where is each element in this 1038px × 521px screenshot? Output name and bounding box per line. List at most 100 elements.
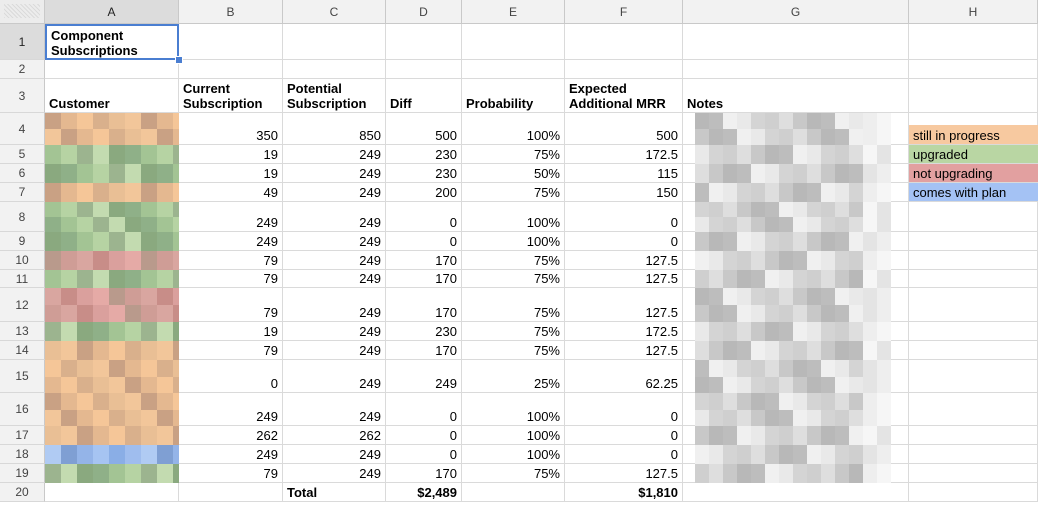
- cell-potential[interactable]: 249: [283, 164, 386, 183]
- row-header-16[interactable]: 16: [0, 393, 45, 426]
- cell-b1[interactable]: [179, 24, 283, 60]
- cell-h12[interactable]: [909, 288, 1038, 322]
- cell-g1[interactable]: [683, 24, 909, 60]
- cell-expected[interactable]: 127.5: [565, 341, 683, 360]
- cell-h9[interactable]: [909, 232, 1038, 251]
- cell-potential[interactable]: 249: [283, 464, 386, 483]
- cell-h19[interactable]: [909, 464, 1038, 483]
- cell-probability[interactable]: 100%: [462, 232, 565, 251]
- cell-b2[interactable]: [179, 60, 283, 79]
- legend-not-upgrading[interactable]: not upgrading: [909, 164, 1038, 183]
- row-header-1[interactable]: 1: [0, 24, 45, 60]
- cell-f1[interactable]: [565, 24, 683, 60]
- cell-potential[interactable]: 249: [283, 288, 386, 322]
- cell-expected[interactable]: 127.5: [565, 464, 683, 483]
- header-potential[interactable]: Potential Subscription: [283, 79, 386, 113]
- cell-expected[interactable]: 0: [565, 445, 683, 464]
- cell-diff[interactable]: 230: [386, 164, 462, 183]
- column-header-f[interactable]: F: [565, 0, 683, 24]
- cell-probability[interactable]: 75%: [462, 270, 565, 288]
- cell-potential[interactable]: 249: [283, 270, 386, 288]
- cell-potential[interactable]: 249: [283, 445, 386, 464]
- cell-probability[interactable]: 25%: [462, 360, 565, 393]
- cell-h11[interactable]: [909, 270, 1038, 288]
- cell-probability[interactable]: 100%: [462, 113, 565, 145]
- cell-d1[interactable]: [386, 24, 462, 60]
- cell-g20[interactable]: [683, 483, 909, 502]
- cell-current[interactable]: 0: [179, 360, 283, 393]
- row-header-20[interactable]: 20: [0, 483, 45, 502]
- cell-h16[interactable]: [909, 393, 1038, 426]
- row-header-18[interactable]: 18: [0, 445, 45, 464]
- select-all-corner[interactable]: [0, 0, 45, 24]
- legend-comes-with-plan[interactable]: comes with plan: [909, 183, 1038, 202]
- cell-c1[interactable]: [283, 24, 386, 60]
- cell-diff[interactable]: 0: [386, 393, 462, 426]
- cell-expected[interactable]: 172.5: [565, 145, 683, 164]
- cell-potential[interactable]: 249: [283, 202, 386, 232]
- cell-probability[interactable]: 75%: [462, 464, 565, 483]
- column-header-a[interactable]: A: [45, 0, 179, 24]
- row-header-3[interactable]: 3: [0, 79, 45, 113]
- cell-h20[interactable]: [909, 483, 1038, 502]
- cell-potential[interactable]: 249: [283, 322, 386, 341]
- header-customer[interactable]: Customer: [45, 79, 179, 113]
- column-header-e[interactable]: E: [462, 0, 565, 24]
- row-header-8[interactable]: 8: [0, 202, 45, 232]
- cell-current[interactable]: 79: [179, 341, 283, 360]
- cell-potential[interactable]: 249: [283, 232, 386, 251]
- column-header-h[interactable]: H: [909, 0, 1038, 24]
- cell-current[interactable]: 79: [179, 251, 283, 270]
- cell-h13[interactable]: [909, 322, 1038, 341]
- cell-diff[interactable]: 170: [386, 341, 462, 360]
- cell-current[interactable]: 49: [179, 183, 283, 202]
- cell-h14[interactable]: [909, 341, 1038, 360]
- cell-potential[interactable]: 249: [283, 145, 386, 164]
- cell-expected[interactable]: 0: [565, 202, 683, 232]
- row-header-2[interactable]: 2: [0, 60, 45, 79]
- cell-h8[interactable]: [909, 202, 1038, 232]
- cell-diff[interactable]: 170: [386, 270, 462, 288]
- cell-current[interactable]: 249: [179, 232, 283, 251]
- cell-current[interactable]: 249: [179, 202, 283, 232]
- column-header-d[interactable]: D: [386, 0, 462, 24]
- row-header-17[interactable]: 17: [0, 426, 45, 445]
- column-header-c[interactable]: C: [283, 0, 386, 24]
- row-header-14[interactable]: 14: [0, 341, 45, 360]
- row-header-7[interactable]: 7: [0, 183, 45, 202]
- cell-probability[interactable]: 75%: [462, 322, 565, 341]
- header-current[interactable]: Current Subscription: [179, 79, 283, 113]
- total-diff[interactable]: $2,489: [386, 483, 462, 502]
- row-header-4[interactable]: 4: [0, 113, 45, 145]
- cell-current[interactable]: 19: [179, 164, 283, 183]
- cell-a2[interactable]: [45, 60, 179, 79]
- cell-e1[interactable]: [462, 24, 565, 60]
- cell-potential[interactable]: 262: [283, 426, 386, 445]
- cell-diff[interactable]: 0: [386, 445, 462, 464]
- cell-expected[interactable]: 62.25: [565, 360, 683, 393]
- cell-probability[interactable]: 100%: [462, 426, 565, 445]
- cell-probability[interactable]: 75%: [462, 341, 565, 360]
- cell-h18[interactable]: [909, 445, 1038, 464]
- cell-potential[interactable]: 249: [283, 341, 386, 360]
- cell-expected[interactable]: 127.5: [565, 288, 683, 322]
- row-header-6[interactable]: 6: [0, 164, 45, 183]
- column-header-b[interactable]: B: [179, 0, 283, 24]
- cell-diff[interactable]: 230: [386, 322, 462, 341]
- header-diff[interactable]: Diff: [386, 79, 462, 113]
- cell-current[interactable]: 249: [179, 393, 283, 426]
- cell-d2[interactable]: [386, 60, 462, 79]
- cell-current[interactable]: 19: [179, 145, 283, 164]
- cell-expected[interactable]: 127.5: [565, 251, 683, 270]
- cell-h10[interactable]: [909, 251, 1038, 270]
- cell-probability[interactable]: 75%: [462, 251, 565, 270]
- cell-current[interactable]: 79: [179, 270, 283, 288]
- cell-diff[interactable]: 0: [386, 426, 462, 445]
- cell-expected[interactable]: 500: [565, 113, 683, 145]
- cell-probability[interactable]: 75%: [462, 288, 565, 322]
- cell-potential[interactable]: 850: [283, 113, 386, 145]
- cell-e20[interactable]: [462, 483, 565, 502]
- cell-h1[interactable]: [909, 24, 1038, 60]
- cell-c2[interactable]: [283, 60, 386, 79]
- column-header-g[interactable]: G: [683, 0, 909, 24]
